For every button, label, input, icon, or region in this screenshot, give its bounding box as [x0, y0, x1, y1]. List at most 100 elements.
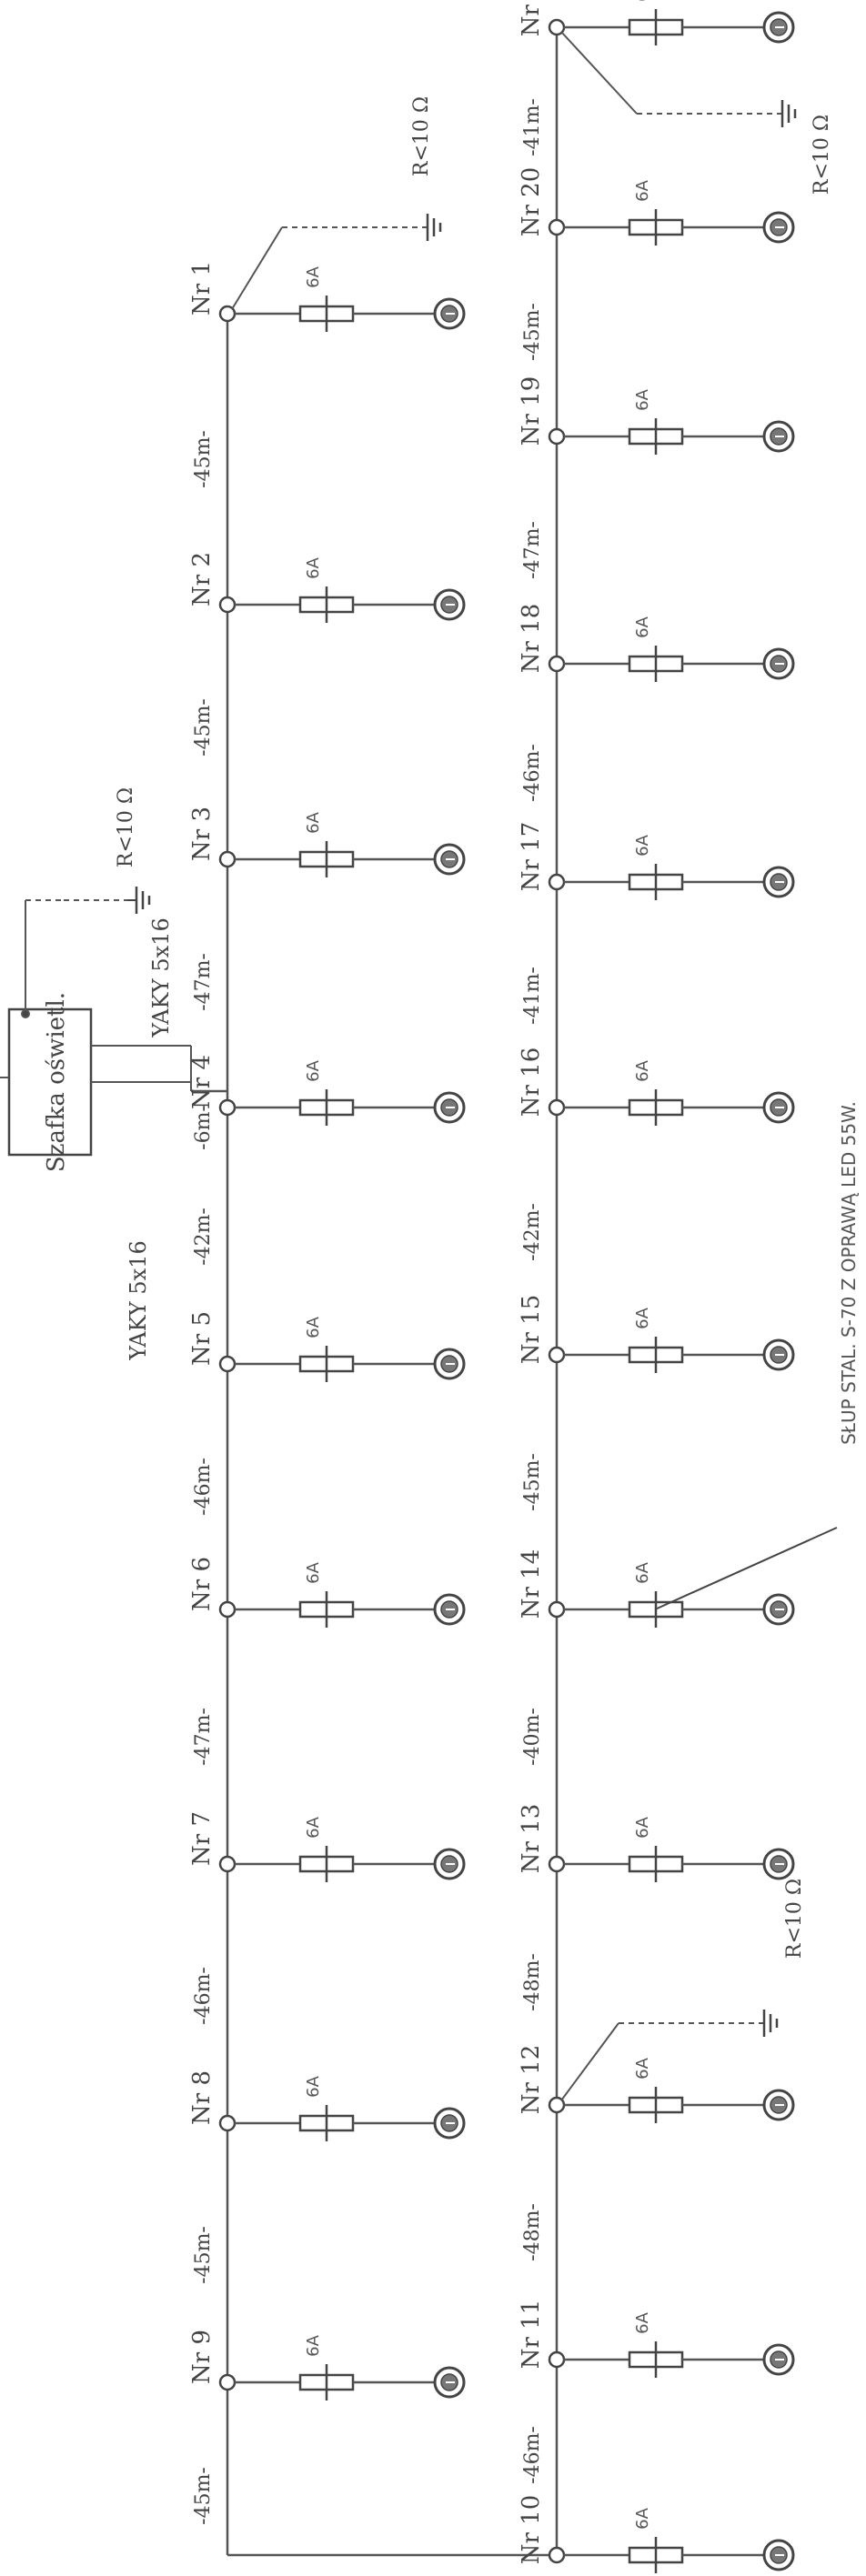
- span-length-label: -46m-: [521, 2426, 544, 2484]
- earth-resistance-label: R<10 Ω: [410, 96, 433, 176]
- fuse-rating-label: 6A: [304, 556, 323, 578]
- span-length-label: -45m-: [192, 430, 215, 488]
- pole-marker: [548, 873, 566, 891]
- earth-nr12: [560, 2010, 779, 2101]
- pole-marker: [218, 1098, 237, 1117]
- row2-pole: [548, 1337, 795, 1373]
- pole-number-label: Nr 14: [518, 1549, 545, 1619]
- fuse-rating-label: 6A: [304, 2334, 323, 2356]
- pole-number-label: Nr 16: [518, 1047, 545, 1118]
- span-length-label: -47m-: [521, 521, 544, 579]
- pole-marker: [548, 1346, 566, 1364]
- pole-number-label: Nr 8: [188, 2070, 216, 2125]
- row2-pole: [548, 2087, 795, 2123]
- span-length-label: -47m-: [192, 953, 215, 1011]
- pole-marker: [218, 2114, 237, 2132]
- pole-number-label: Nr 15: [518, 1295, 545, 1365]
- row2-pole: [548, 2341, 795, 2378]
- labels-layer: Nr 1 6A Nr 2 6A Nr 3 6A Nr 4 6A Nr 5 6A Nr 6 6A Nr 7…: [115, 0, 860, 2564]
- span-length-label: -41m-: [521, 967, 544, 1025]
- fuse-rating-label: 6A: [633, 1307, 652, 1328]
- span-length-label: -42m-: [521, 1203, 544, 1261]
- luminaire-note-label: SŁUP STAL. S-70 Z OPRAWĄ LED 55W.: [838, 1101, 860, 1445]
- row2-pole: [548, 2537, 795, 2573]
- span-length-label: -6m-: [192, 1105, 215, 1150]
- pole-number-label: Nr 19: [518, 376, 545, 446]
- row2-pole: [548, 864, 795, 900]
- span-length-label: -48m-: [521, 2203, 544, 2261]
- row1-pole: [218, 1346, 466, 1382]
- pole-number-label: Nr 3: [188, 807, 216, 861]
- pole-marker: [548, 2350, 566, 2369]
- fuse-rating-label: 6A: [633, 179, 652, 201]
- pole-number-label: Nr 11: [518, 2300, 545, 2370]
- row2-pole: [548, 209, 795, 246]
- pole-number-label: Nr 20: [518, 167, 545, 237]
- pole-marker: [548, 218, 566, 236]
- span-length-label: -45m-: [192, 2467, 215, 2525]
- span-length-label: -45m-: [192, 698, 215, 757]
- fuse-rating-label: 6A: [304, 1816, 323, 1838]
- earth-resistance-label: R<10 Ω: [783, 1879, 806, 1959]
- row1-pole: [218, 1591, 466, 1628]
- fuse-rating-label: 6A: [633, 2057, 652, 2079]
- pole-marker: [218, 596, 237, 614]
- pole-number-label: Nr 17: [518, 822, 545, 892]
- pole-number-label: Nr 6: [188, 1557, 216, 1611]
- fuse-rating-label: 6A: [633, 1059, 652, 1081]
- fuse-rating-label: 6A: [304, 2075, 323, 2097]
- earth-nr21: [560, 31, 797, 127]
- row2-pole: [548, 9, 795, 45]
- pole-marker: [548, 427, 566, 446]
- pole-marker: [218, 1855, 237, 1873]
- span-length-label: -46m-: [521, 744, 544, 802]
- row1-pole: [218, 1089, 466, 1126]
- cabinet-earth-label: R<10 Ω: [115, 787, 137, 867]
- span-length-label: -45m-: [192, 2226, 215, 2284]
- pole-marker: [218, 1355, 237, 1373]
- row1-pole: [218, 586, 466, 623]
- span-length-label: -45m-: [521, 1453, 544, 1511]
- fuse-rating-label: 6A: [633, 2311, 652, 2333]
- pole-number-label: Nr 4: [188, 1055, 216, 1109]
- row1-pole: [218, 2364, 466, 2401]
- row1-pole: [218, 296, 466, 332]
- pole-marker: [548, 1600, 566, 1619]
- pole-number-label: Nr 2: [188, 552, 216, 606]
- fuse-rating-label: 6A: [633, 2507, 652, 2529]
- pole-number-label: Nr 7: [188, 1811, 216, 1866]
- earth-lead: [560, 31, 638, 115]
- fuse-rating-label: 6A: [633, 616, 652, 637]
- row1-pole: [218, 1846, 466, 1882]
- earth-resistance-label: R<10 Ω: [811, 115, 833, 195]
- fuse-rating-label: 6A: [633, 1816, 652, 1838]
- span-length-label: -40m-: [521, 1708, 544, 1766]
- pole-number-label: Nr 13: [518, 1804, 545, 1874]
- row1-cable: [191, 314, 557, 2557]
- row2-pole: [548, 418, 795, 455]
- cabinet-label: Szafka oświetl.: [43, 992, 70, 1172]
- pole-marker: [548, 655, 566, 673]
- fuse-rating-label: 6A: [304, 811, 323, 833]
- fuse-rating-label: 6A: [304, 266, 323, 287]
- cable-label-right: YAKY 5x16: [148, 917, 174, 1037]
- pole-number-label: Nr 21: [518, 0, 545, 36]
- pole-number-label: Nr 5: [188, 1311, 216, 1366]
- ground-symbol-cabinet: [127, 887, 151, 914]
- span-length-label: -46m-: [192, 1458, 215, 1516]
- pole-marker: [218, 850, 237, 868]
- pole-marker: [218, 2373, 237, 2391]
- cabinet-box: [7, 1007, 93, 1157]
- fuse-rating-label: 6A: [304, 1059, 323, 1081]
- span-length-label: -45m-: [521, 303, 544, 361]
- span-length-label: -41m-: [521, 98, 544, 156]
- row1-pole: [218, 841, 466, 877]
- note-leader: [654, 1527, 838, 1610]
- fuse-rating-label: 6A: [633, 1561, 652, 1583]
- pole-number-label: Nr 9: [188, 2330, 216, 2384]
- span-length-label: -42m-: [192, 1208, 215, 1266]
- earth-lead: [560, 2022, 619, 2101]
- row2-pole: [548, 1089, 795, 1126]
- earth-lead: [231, 226, 283, 310]
